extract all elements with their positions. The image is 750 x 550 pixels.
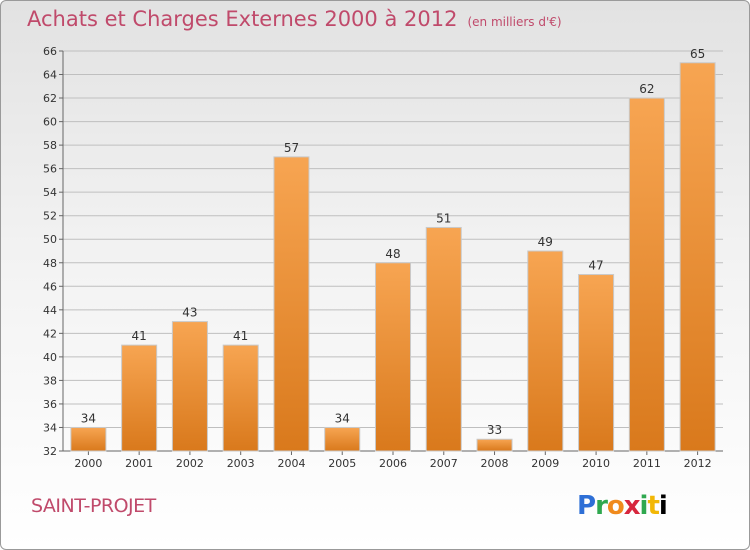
y-tick-label: 56 <box>43 163 57 176</box>
x-tick-label: 2010 <box>582 457 610 470</box>
data-label: 62 <box>639 82 654 96</box>
bar <box>578 274 615 452</box>
bars: 34 41 43 41 57 34 48 51 33 49 47 62 65 <box>70 47 716 452</box>
data-label: 49 <box>538 235 553 249</box>
logo-letter: o <box>606 491 625 521</box>
data-label: 34 <box>335 411 350 425</box>
logo-letter: i <box>658 491 668 521</box>
bar <box>476 438 513 452</box>
bar <box>527 250 564 452</box>
x-tick-label: 2003 <box>227 457 255 470</box>
y-tick-label: 52 <box>43 210 57 223</box>
logo-letter: P <box>577 491 596 521</box>
y-tick-label: 34 <box>43 421 57 434</box>
chart-subtitle: (en milliers d'€) <box>467 15 562 29</box>
data-label: 57 <box>284 141 299 155</box>
x-tick-label: 2011 <box>633 457 661 470</box>
x-tick-label: 2006 <box>379 457 407 470</box>
logo-letter: x <box>623 491 641 521</box>
proxiti-logo: Proxiti <box>577 491 668 521</box>
x-tick-label: 2004 <box>277 457 305 470</box>
bar <box>374 262 412 452</box>
y-tick-label: 48 <box>43 257 57 270</box>
y-tick-label: 64 <box>43 69 57 82</box>
data-label: 43 <box>182 306 197 320</box>
y-tick-label: 42 <box>43 327 57 340</box>
x-tick-label: 2001 <box>125 457 153 470</box>
bar <box>324 426 361 452</box>
bar <box>121 344 158 452</box>
bar <box>70 426 107 452</box>
data-label: 41 <box>233 329 248 343</box>
x-tick-label: 2007 <box>430 457 458 470</box>
data-label: 47 <box>588 259 603 273</box>
y-tick-label: 54 <box>43 186 57 199</box>
data-label: 48 <box>385 247 400 261</box>
bar <box>679 62 716 452</box>
y-tick-label: 40 <box>43 351 57 364</box>
y-tick-label: 32 <box>43 445 57 458</box>
y-tick-label: 50 <box>43 233 57 246</box>
chart-title: Achats et Charges Externes 2000 à 2012 (e… <box>27 7 562 31</box>
data-label: 51 <box>436 211 451 225</box>
logo-letter: i <box>639 491 649 521</box>
data-label: 65 <box>690 47 705 61</box>
data-label: 33 <box>487 423 502 437</box>
chart-title-text: Achats et Charges Externes 2000 à 2012 <box>27 7 458 31</box>
x-tick-label: 2005 <box>328 457 356 470</box>
y-tick-label: 38 <box>43 374 57 387</box>
x-tick-label: 2002 <box>176 457 204 470</box>
bar <box>628 97 665 452</box>
y-tick-label: 58 <box>43 139 57 152</box>
logo-letter: r <box>595 491 608 521</box>
y-tick-label: 62 <box>43 92 57 105</box>
y-tick-label: 36 <box>43 398 57 411</box>
bar <box>273 156 310 452</box>
y-tick-label: 46 <box>43 280 57 293</box>
bar <box>171 321 208 452</box>
x-tick-label: 2000 <box>74 457 102 470</box>
data-label: 34 <box>81 411 96 425</box>
x-tick-label: 2012 <box>684 457 712 470</box>
logo-letter: t <box>647 491 659 521</box>
data-label: 41 <box>132 329 147 343</box>
y-tick-label: 66 <box>43 45 57 58</box>
x-tick-label: 2008 <box>481 457 509 470</box>
commune-name: SAINT-PROJET <box>31 495 156 517</box>
x-tick-label: 2009 <box>531 457 559 470</box>
bar <box>425 226 462 452</box>
bar <box>222 344 259 452</box>
y-tick-label: 44 <box>43 304 57 317</box>
y-tick-label: 60 <box>43 116 57 129</box>
